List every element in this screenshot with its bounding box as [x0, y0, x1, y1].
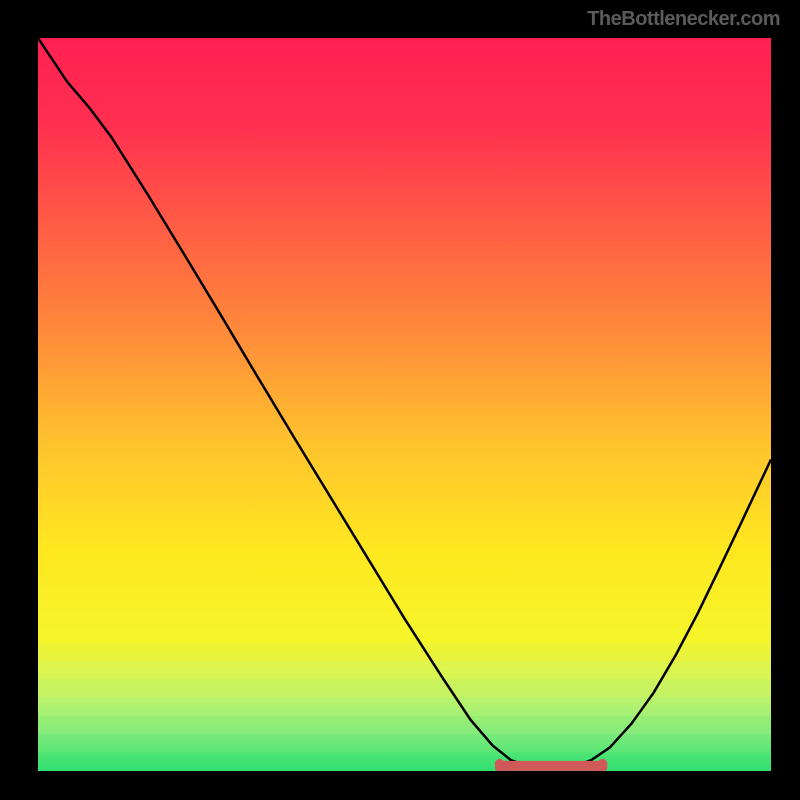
bottom-stripes	[38, 624, 771, 771]
watermark-text: TheBottlenecker.com	[587, 8, 780, 31]
chart-svg	[38, 38, 771, 771]
chart-area	[38, 38, 771, 771]
